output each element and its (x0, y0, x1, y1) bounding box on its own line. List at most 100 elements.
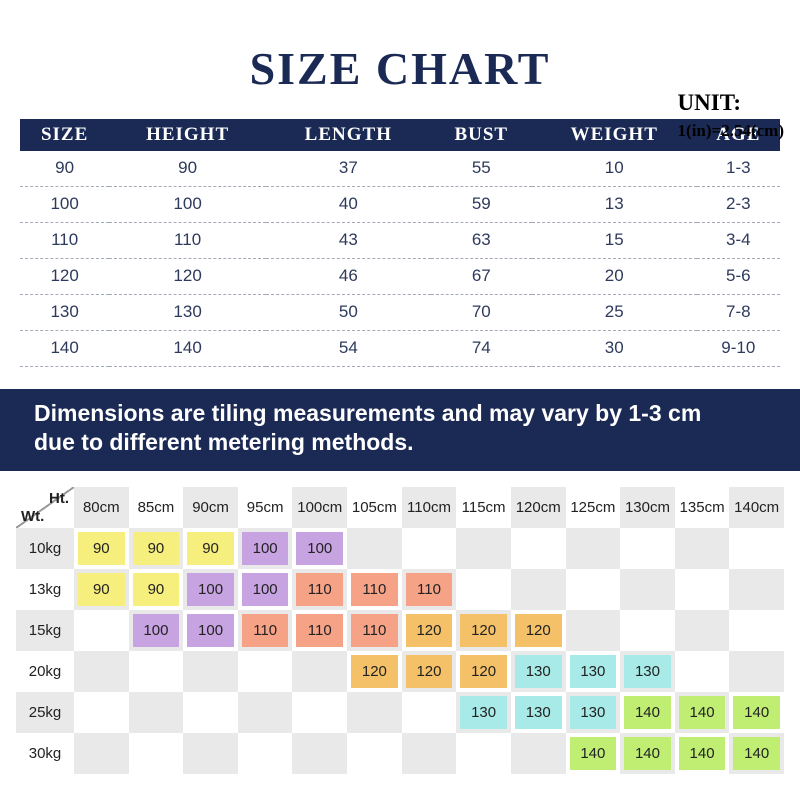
size-chip-140: 140 (678, 736, 726, 770)
matrix-cell: 130 (510, 650, 566, 692)
size-table-cell: 50 (265, 294, 431, 331)
matrix-col-header: 125cm (565, 486, 621, 528)
matrix-cell (237, 650, 293, 692)
matrix-cell (456, 568, 511, 610)
size-chip-100: 100 (296, 531, 344, 565)
matrix-cell: 100 (237, 568, 293, 610)
size-table-cell: 5-6 (696, 258, 780, 295)
matrix-cell (183, 691, 238, 733)
matrix-cell: 100 (183, 568, 238, 610)
matrix-row-header: 10kg (16, 527, 74, 569)
matrix-cell: 90 (74, 527, 129, 569)
matrix-cell: 130 (456, 691, 511, 733)
size-table-cell: 7-8 (696, 294, 780, 331)
page-title: SIZE CHART (249, 43, 551, 94)
size-table-header-age: AGE (696, 119, 780, 151)
unit-conversion-formula: 1(in)=2.54(cm) (677, 121, 784, 140)
size-table-cell: 40 (265, 186, 431, 223)
matrix-cell (729, 568, 784, 610)
matrix-cell: 90 (128, 568, 184, 610)
size-table-cell: 110 (20, 222, 110, 259)
matrix-cell (510, 732, 566, 774)
size-chip-130: 130 (514, 695, 562, 729)
size-chip-90: 90 (78, 572, 125, 606)
size-chip-120: 120 (460, 613, 507, 647)
size-table-row: 100 100 40 59 13 2-3 (20, 186, 780, 223)
matrix-cell: 90 (128, 527, 184, 569)
size-matrix: Ht. Wt. 80cm 85cm 90cm 95cm 100cm 105cm 110cm 115… (16, 486, 784, 774)
notice-line-2: due to different metering methods. (34, 429, 414, 456)
size-chip-90: 90 (187, 531, 234, 565)
size-table-cell: 140 (20, 330, 110, 367)
size-table-cell: 2-3 (696, 186, 780, 223)
size-table-header-row: SIZE HEIGHT LENGTH BUST WEIGHT AGE (20, 119, 780, 151)
size-chip-120: 120 (514, 613, 562, 647)
matrix-cell: 110 (347, 609, 402, 651)
size-table-cell: 110 (109, 222, 266, 259)
matrix-cell (74, 650, 129, 692)
matrix-cell (565, 527, 621, 569)
matrix-cell: 120 (456, 650, 511, 692)
matrix-cell (674, 568, 730, 610)
matrix-cell (237, 691, 293, 733)
size-chip-90: 90 (132, 531, 180, 565)
matrix-cell (456, 527, 511, 569)
size-chip-140: 140 (733, 695, 780, 729)
matrix-cell: 100 (292, 527, 348, 569)
size-table-header-size: SIZE (20, 119, 110, 151)
matrix-row-header: 20kg (16, 650, 74, 692)
matrix-col-header: 90cm (183, 486, 238, 528)
size-table-cell: 74 (430, 330, 532, 367)
size-table-cell: 37 (265, 151, 431, 187)
size-chip-130: 130 (569, 654, 617, 688)
size-table-cell: 90 (109, 151, 266, 187)
size-table-cell: 140 (109, 330, 266, 367)
matrix-cell (401, 527, 457, 569)
matrix-row-header: 30kg (16, 732, 74, 774)
size-table-cell: 120 (109, 258, 266, 295)
size-table-cell: 30 (531, 330, 697, 367)
matrix-cell: 140 (729, 732, 784, 774)
size-table-cell: 25 (531, 294, 697, 331)
matrix-cell (347, 527, 402, 569)
size-table-cell: 55 (430, 151, 532, 187)
size-chip-130: 130 (514, 654, 562, 688)
matrix-cell (347, 691, 402, 733)
size-table-cell: 13 (531, 186, 697, 223)
matrix-col-header: 115cm (456, 486, 511, 528)
matrix-cell (74, 732, 129, 774)
matrix-cell (292, 650, 348, 692)
matrix-col-header: 105cm (347, 486, 402, 528)
matrix-cell (401, 732, 457, 774)
size-chip-100: 100 (241, 531, 289, 565)
size-chip-120: 120 (351, 654, 398, 688)
size-table-cell: 3-4 (696, 222, 780, 259)
size-chip-110: 110 (405, 572, 453, 606)
matrix-cell: 100 (128, 609, 184, 651)
matrix-cell (401, 691, 457, 733)
matrix-cell: 120 (401, 650, 457, 692)
matrix-cell: 120 (401, 609, 457, 651)
size-chip-90: 90 (132, 572, 180, 606)
matrix-cell (729, 650, 784, 692)
matrix-cell: 90 (183, 527, 238, 569)
size-table-cell: 46 (265, 258, 431, 295)
size-table-cell: 9-10 (696, 330, 780, 367)
size-chip-100: 100 (132, 613, 180, 647)
size-table-body: 90 90 37 55 10 1-3 100 100 40 59 13 2-3 110 110 43 63 15… (20, 151, 780, 367)
matrix-col-header: 140cm (729, 486, 784, 528)
size-table-cell: 15 (531, 222, 697, 259)
size-table-cell: 20 (531, 258, 697, 295)
matrix-cell: 130 (510, 691, 566, 733)
size-table-cell: 70 (430, 294, 532, 331)
matrix-cell (674, 650, 730, 692)
size-table-row: 130 130 50 70 25 7-8 (20, 294, 780, 331)
matrix-row-header: 13kg (16, 568, 74, 610)
matrix-cell: 110 (237, 609, 293, 651)
unit-label: UNIT: (677, 90, 741, 115)
size-chip-100: 100 (187, 572, 234, 606)
size-chip-140: 140 (678, 695, 726, 729)
notice-banner: Dimensions are tiling measurements and m… (0, 389, 800, 471)
size-table-cell: 54 (265, 330, 431, 367)
matrix-col-header: 100cm (292, 486, 348, 528)
